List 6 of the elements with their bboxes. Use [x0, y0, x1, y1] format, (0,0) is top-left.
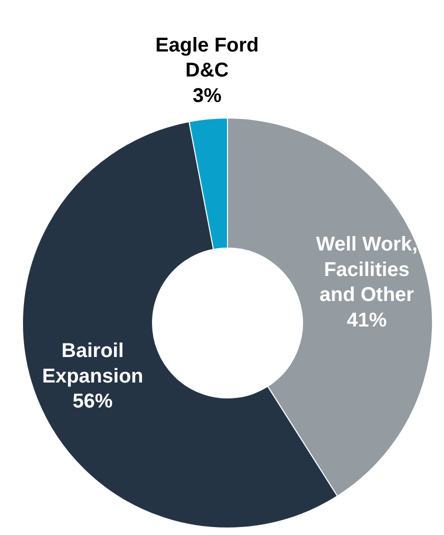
data-label: 41%: [346, 309, 387, 332]
slice-label: Eagle Ford D&C: [155, 34, 259, 82]
data-label: 56%: [72, 390, 113, 413]
slice-label: Bairoil Expansion: [42, 340, 144, 388]
slice-label: Well Work, Facilities and Other: [316, 234, 418, 306]
data-label: 3%: [192, 84, 222, 107]
